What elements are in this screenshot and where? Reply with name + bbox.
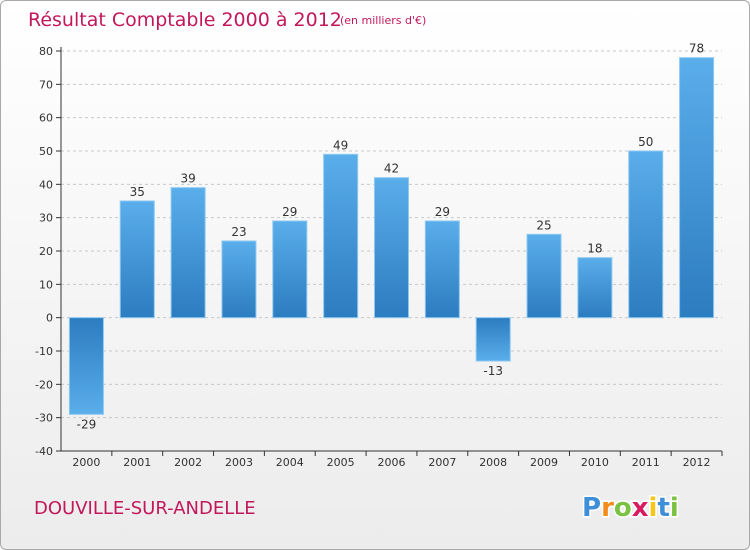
- bar-2005: [323, 153, 359, 319]
- y-tick-label: -20: [35, 378, 53, 391]
- x-tick-label: 2003: [225, 456, 253, 469]
- bar-2010: [577, 257, 613, 319]
- y-tick-label: 70: [39, 78, 53, 91]
- y-tick-label: 50: [39, 145, 53, 158]
- bar-2009: [526, 233, 562, 319]
- data-labels: -29 35 39 23 29 49 42 29 -13 25 18 50 78: [77, 42, 705, 432]
- x-tick-label: 2007: [428, 456, 456, 469]
- bar-2001: [119, 200, 155, 319]
- bar-2012: [679, 57, 715, 319]
- bar-2011: [628, 150, 664, 319]
- y-tick-label: 30: [39, 212, 53, 225]
- chart-title: Résultat Comptable 2000 à 2012: [28, 9, 342, 31]
- location-name: DOUVILLE-SUR-ANDELLE: [34, 498, 256, 519]
- data-label: 23: [231, 225, 246, 239]
- bars: [68, 57, 715, 415]
- y-tick-label: -30: [35, 412, 53, 425]
- y-tick-label: -40: [35, 445, 53, 458]
- data-label: 25: [536, 218, 551, 232]
- y-axis-ticks: -40 -30 -20 -10 0 10 20 30 40 50 60 70 80: [35, 45, 61, 458]
- x-tick-label: 2004: [276, 456, 304, 469]
- x-tick-label: 2011: [632, 456, 660, 469]
- x-tick-label: 2005: [327, 456, 355, 469]
- bar-2008: [475, 317, 511, 362]
- data-label: 18: [587, 242, 602, 256]
- axes: [60, 47, 722, 452]
- y-tick-label: 80: [39, 45, 53, 58]
- bar-2003: [221, 240, 257, 319]
- x-tick-label: 2008: [479, 456, 507, 469]
- data-label: 78: [689, 42, 704, 56]
- data-label: 49: [333, 138, 348, 152]
- x-tick-label: 2006: [378, 456, 406, 469]
- data-label: -29: [77, 417, 97, 431]
- bar-2004: [272, 220, 308, 319]
- x-tick-label: 2002: [174, 456, 202, 469]
- brand-logo-text: Proxiti: [582, 493, 679, 523]
- proxiti-logo: Proxiti: [581, 492, 681, 525]
- x-tick-label: 2012: [683, 456, 711, 469]
- data-label: 29: [282, 205, 297, 219]
- y-tick-label: 0: [46, 312, 53, 325]
- data-label: -13: [483, 364, 503, 378]
- x-axis-ticks: 2000 2001 2002 2003 2004 2005 2006 2007 2008 2009…: [72, 451, 723, 469]
- data-label: 35: [130, 185, 145, 199]
- x-tick-label: 2000: [72, 456, 100, 469]
- x-tick-label: 2010: [581, 456, 609, 469]
- y-tick-label: 40: [39, 178, 53, 191]
- bar-2007: [424, 220, 460, 319]
- y-tick-label: 10: [39, 278, 53, 291]
- bar-2006: [374, 177, 409, 319]
- data-label: 39: [180, 172, 195, 186]
- y-tick-label: 60: [39, 112, 53, 125]
- y-tick-label: 20: [39, 245, 53, 258]
- bar-2002: [170, 187, 206, 319]
- x-tick-label: 2009: [530, 456, 558, 469]
- data-label: 50: [638, 135, 653, 149]
- data-label: 42: [384, 162, 399, 176]
- chart-subtitle: (en milliers d'€): [340, 14, 426, 27]
- y-tick-label: -10: [35, 345, 53, 358]
- x-tick-label: 2001: [123, 456, 151, 469]
- bar-2000: [68, 317, 104, 415]
- data-label: 29: [435, 205, 450, 219]
